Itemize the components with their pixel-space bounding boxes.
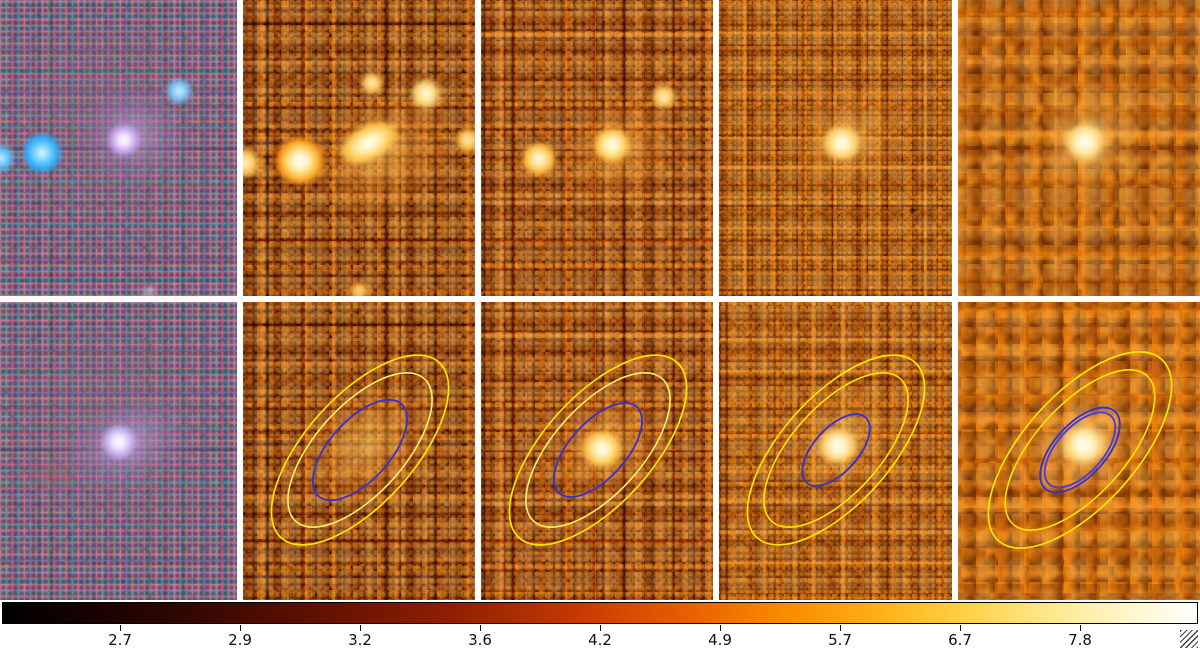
band-noise-layer-c [243, 0, 475, 296]
panel-r2c4-band-with-apertures[interactable] [719, 302, 952, 600]
panel-r1c2-band[interactable] [243, 0, 475, 296]
colorbar-tick-label: 4.9 [708, 631, 732, 649]
colorbar-tick-label: 5.7 [828, 631, 852, 649]
colorbar-tick-label: 2.7 [108, 631, 132, 649]
panel-r1c4-band[interactable] [719, 0, 952, 296]
colorbar-tick-label: 3.6 [468, 631, 492, 649]
colorbar-tick-label: 3.2 [348, 631, 372, 649]
panel-r2c5-band-with-apertures[interactable] [958, 302, 1200, 600]
colorbar-tick-label: 2.9 [228, 631, 252, 649]
colorbar-tick [960, 625, 961, 631]
colorbar-gradient[interactable] [2, 602, 1198, 624]
band-noise-layer-c [719, 302, 952, 600]
hatched-corner-mark-icon [1180, 630, 1198, 648]
colorbar-tick [600, 625, 601, 631]
panel-r1c1-rgb-composite[interactable] [0, 0, 237, 296]
panel-r2c3-band-with-apertures[interactable] [481, 302, 713, 600]
panel-r1c3-band[interactable] [481, 0, 713, 296]
colorbar-tick [1080, 625, 1081, 631]
panel-r2c2-band-with-apertures[interactable] [243, 302, 475, 600]
band-noise-layer-c [481, 302, 713, 600]
colorbar-tick [840, 625, 841, 631]
band-noise-layer-c [719, 0, 952, 296]
colorbar-region: 2.7 2.9 3.2 3.6 4.2 4.9 5.7 6.7 7.8 [0, 602, 1200, 649]
band-noise-layer-c [481, 0, 713, 296]
colorbar-tick-label: 7.8 [1068, 631, 1092, 649]
band-noise-layer-c [958, 0, 1200, 296]
colorbar-tick [120, 625, 121, 631]
band-noise-layer-c [958, 302, 1200, 600]
colorbar-tick-label: 4.2 [588, 631, 612, 649]
composite-haze-layer [0, 0, 237, 296]
band-noise-layer-c [243, 302, 475, 600]
colorbar-tick-label: 6.7 [948, 631, 972, 649]
colorbar-tick [720, 625, 721, 631]
colorbar-tick [480, 625, 481, 631]
composite-haze-layer [0, 302, 237, 600]
colorbar-tick [240, 625, 241, 631]
colorbar-tick [360, 625, 361, 631]
panel-r2c1-rgb-composite[interactable] [0, 302, 237, 600]
panel-r1c5-band[interactable] [958, 0, 1200, 296]
panel-grid [0, 0, 1200, 600]
